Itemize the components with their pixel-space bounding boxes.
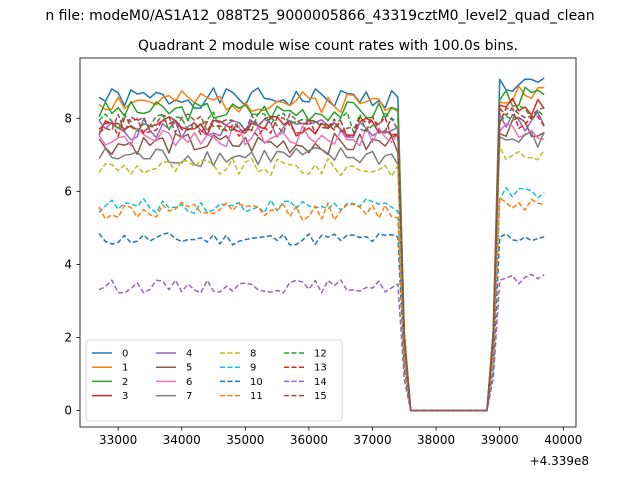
legend-label-13: 13: [314, 363, 327, 374]
legend-label-3: 3: [122, 391, 128, 402]
x-tick-label: 34000: [163, 433, 201, 447]
legend-label-7: 7: [186, 391, 192, 402]
y-tick-label: 6: [64, 184, 72, 198]
legend-label-0: 0: [122, 349, 128, 360]
figure-suptitle: n file: modeM0/AS1A12_088T25_9000005866_…: [45, 8, 594, 24]
x-tick-label: 36000: [290, 433, 328, 447]
legend-label-14: 14: [314, 377, 327, 388]
x-tick-label: 40000: [544, 433, 582, 447]
series-layer: [98, 77, 545, 412]
legend-label-12: 12: [314, 349, 327, 360]
series-line-15: [98, 107, 545, 412]
legend-label-1: 1: [122, 363, 128, 374]
legend-label-2: 2: [122, 377, 128, 388]
x-tick-label: 37000: [353, 433, 391, 447]
legend-label-10: 10: [250, 377, 263, 388]
legend-label-5: 5: [186, 363, 192, 374]
legend-label-15: 15: [314, 391, 327, 402]
axes-title: Quadrant 2 module wise count rates with …: [138, 38, 518, 54]
legend-label-4: 4: [186, 349, 192, 360]
series-line-9: [98, 186, 545, 412]
legend-label-9: 9: [250, 363, 256, 374]
x-tick-label: 35000: [226, 433, 264, 447]
x-offset-label: +4.339e8: [530, 454, 589, 468]
y-tick-label: 8: [64, 111, 72, 125]
plot-area: 33000 34000 35000 36000 37000 38000 39000 40000…: [64, 57, 589, 468]
x-tick-label: 33000: [99, 433, 137, 447]
y-tick-label: 0: [64, 404, 72, 418]
legend-label-6: 6: [186, 377, 192, 388]
x-axis: 33000 34000 35000 36000 37000 38000 39000 40000: [99, 427, 582, 447]
x-tick-label: 39000: [481, 433, 519, 447]
legend-frame: [85, 339, 343, 422]
y-axis: 0 2 4 6 8: [64, 111, 80, 418]
y-tick-label: 4: [64, 257, 72, 271]
legend-label-11: 11: [250, 391, 263, 402]
x-tick-label: 38000: [417, 433, 455, 447]
axes-frame: [79, 57, 577, 428]
legend-label-8: 8: [250, 349, 256, 360]
y-tick-label: 2: [64, 330, 72, 344]
